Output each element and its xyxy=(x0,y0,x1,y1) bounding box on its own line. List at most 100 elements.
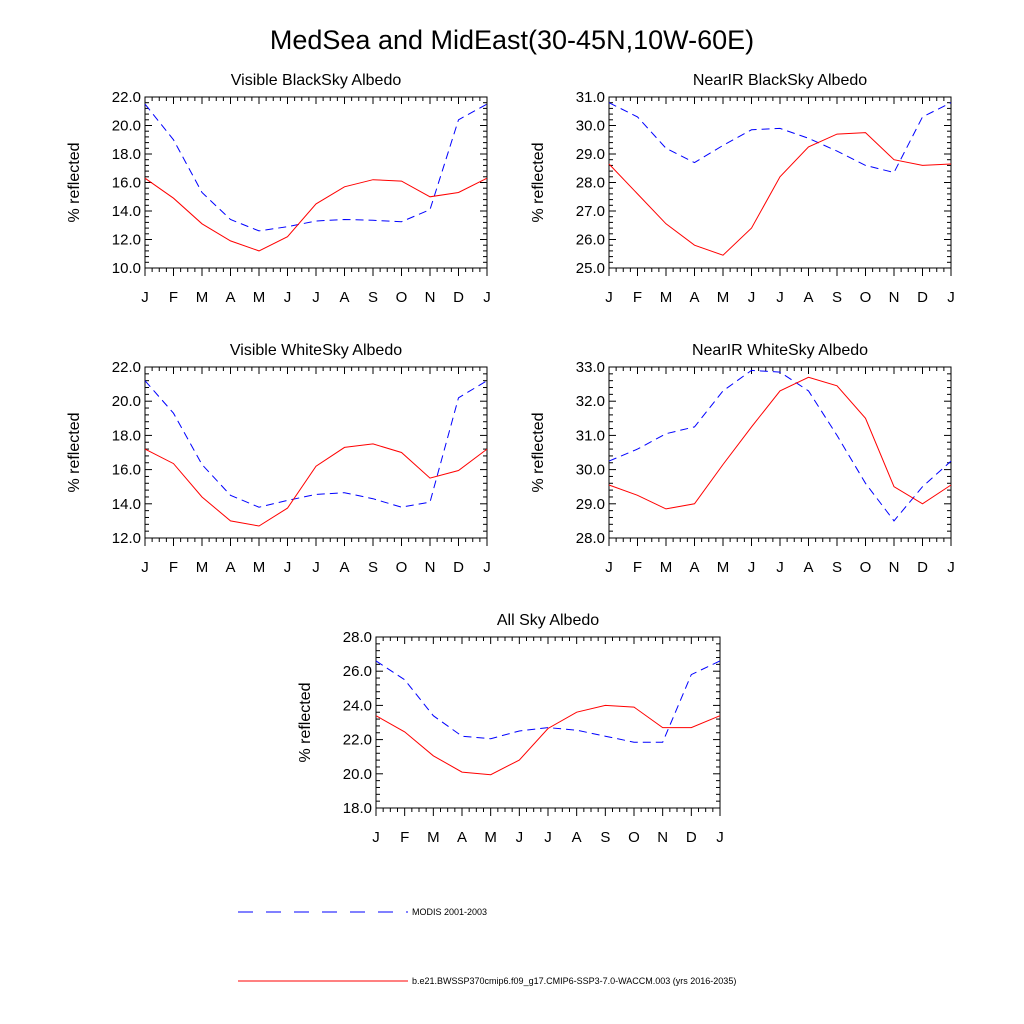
y-tick-label: 16.0 xyxy=(112,175,141,192)
x-tick-label: M xyxy=(717,289,730,306)
panels-group: Visible BlackSky Albedo % reflected 10.0 12… xyxy=(66,72,955,846)
plot-frame xyxy=(375,636,721,809)
series-line-model xyxy=(375,704,721,776)
x-tick-label: J xyxy=(516,829,524,846)
y-tick-label: 16.0 xyxy=(112,462,141,479)
x-tick-label: J xyxy=(776,289,784,306)
x-tick-label: J xyxy=(312,289,320,306)
x-tick-label: M xyxy=(253,559,266,576)
x-tick-label: A xyxy=(225,559,235,576)
x-tick-label: N xyxy=(657,829,668,846)
legend: MODIS 2001-2003 b.e21.BWSSP370cmip6.f09_… xyxy=(238,907,736,986)
series-line-modis xyxy=(608,102,952,174)
plot-frame xyxy=(608,366,952,539)
x-tick-label: D xyxy=(453,289,464,306)
x-tick-label: F xyxy=(400,829,409,846)
x-tick-label: J xyxy=(748,289,756,306)
plot-frame xyxy=(144,366,488,539)
x-tick-label: J xyxy=(284,559,292,576)
x-tick-label: J xyxy=(483,289,491,306)
x-tick-label: N xyxy=(425,559,436,576)
y-axis-label: % reflected xyxy=(297,682,314,762)
x-tick-label: A xyxy=(339,559,349,576)
x-tick-label: M xyxy=(196,289,209,306)
x-tick-label: D xyxy=(453,559,464,576)
x-tick-label: J xyxy=(544,829,552,846)
panel-title: Visible BlackSky Albedo xyxy=(231,72,402,89)
x-tick-label: S xyxy=(600,829,610,846)
chart-panel-1: NearIR BlackSky Albedo % reflected 25.0 26.… xyxy=(530,72,955,306)
x-tick-label: A xyxy=(457,829,467,846)
y-tick-label: 24.0 xyxy=(343,697,372,714)
x-tick-label: J xyxy=(372,829,380,846)
y-tick-label: 20.0 xyxy=(343,766,372,783)
x-tick-label: O xyxy=(396,289,408,306)
x-tick-label: S xyxy=(368,289,378,306)
chart-panel-3: NearIR WhiteSky Albedo % reflected 28.0 29.… xyxy=(530,342,955,576)
x-tick-label: J xyxy=(605,289,613,306)
x-tick-label: A xyxy=(803,559,813,576)
y-tick-label: 12.0 xyxy=(112,530,141,547)
y-tick-label: 22.0 xyxy=(112,89,141,106)
x-tick-label: A xyxy=(572,829,582,846)
series-line-model xyxy=(608,132,952,256)
y-tick-label: 30.0 xyxy=(576,462,605,479)
y-tick-label: 32.0 xyxy=(576,393,605,410)
x-tick-label: S xyxy=(832,559,842,576)
x-tick-label: M xyxy=(717,559,730,576)
y-tick-label: 29.0 xyxy=(576,146,605,163)
y-tick-label: 28.0 xyxy=(576,175,605,192)
x-tick-label: F xyxy=(633,289,642,306)
y-tick-label: 18.0 xyxy=(112,146,141,163)
x-tick-label: J xyxy=(605,559,613,576)
y-axis-label: % reflected xyxy=(66,412,83,492)
y-tick-label: 28.0 xyxy=(576,530,605,547)
x-tick-label: M xyxy=(484,829,497,846)
series-line-modis xyxy=(608,369,952,522)
y-tick-label: 31.0 xyxy=(576,427,605,444)
x-tick-label: D xyxy=(686,829,697,846)
figure-title: MedSea and MidEast(30-45N,10W-60E) xyxy=(270,25,754,55)
x-tick-label: O xyxy=(628,829,640,846)
series-line-model xyxy=(608,376,952,510)
x-tick-label: O xyxy=(860,289,872,306)
y-tick-label: 27.0 xyxy=(576,203,605,220)
x-tick-label: J xyxy=(776,559,784,576)
series-line-model xyxy=(144,177,488,252)
x-tick-label: J xyxy=(141,559,149,576)
x-tick-label: J xyxy=(284,289,292,306)
chart-panel-4: All Sky Albedo % reflected 18.0 20.0 22.0 24.… xyxy=(297,612,724,846)
y-tick-label: 10.0 xyxy=(112,260,141,277)
y-tick-label: 26.0 xyxy=(576,232,605,249)
y-tick-label: 33.0 xyxy=(576,359,605,376)
series-line-model xyxy=(144,443,488,527)
x-tick-label: M xyxy=(253,289,266,306)
panel-title: All Sky Albedo xyxy=(497,612,599,629)
plot-frame xyxy=(608,96,952,269)
x-tick-label: J xyxy=(141,289,149,306)
x-tick-label: M xyxy=(196,559,209,576)
y-tick-label: 25.0 xyxy=(576,260,605,277)
y-tick-label: 20.0 xyxy=(112,118,141,135)
y-tick-label: 30.0 xyxy=(576,118,605,135)
y-tick-label: 14.0 xyxy=(112,496,141,513)
x-tick-label: N xyxy=(889,289,900,306)
y-tick-label: 29.0 xyxy=(576,496,605,513)
chart-panel-0: Visible BlackSky Albedo % reflected 10.0 12… xyxy=(66,72,491,306)
panel-title: Visible WhiteSky Albedo xyxy=(230,342,402,359)
y-tick-label: 14.0 xyxy=(112,203,141,220)
x-tick-label: O xyxy=(860,559,872,576)
x-tick-label: M xyxy=(660,559,673,576)
series-line-modis xyxy=(144,103,488,232)
x-tick-label: J xyxy=(312,559,320,576)
x-tick-label: F xyxy=(633,559,642,576)
x-tick-label: A xyxy=(225,289,235,306)
x-tick-label: S xyxy=(368,559,378,576)
x-tick-label: D xyxy=(917,559,928,576)
x-tick-label: J xyxy=(748,559,756,576)
x-tick-label: A xyxy=(689,559,699,576)
legend-label-model: b.e21.BWSSP370cmip6.f09_g17.CMIP6-SSP3-7… xyxy=(412,976,736,986)
chart-panel-2: Visible WhiteSky Albedo % reflected 12.0 14… xyxy=(66,342,491,576)
y-tick-label: 28.0 xyxy=(343,629,372,646)
